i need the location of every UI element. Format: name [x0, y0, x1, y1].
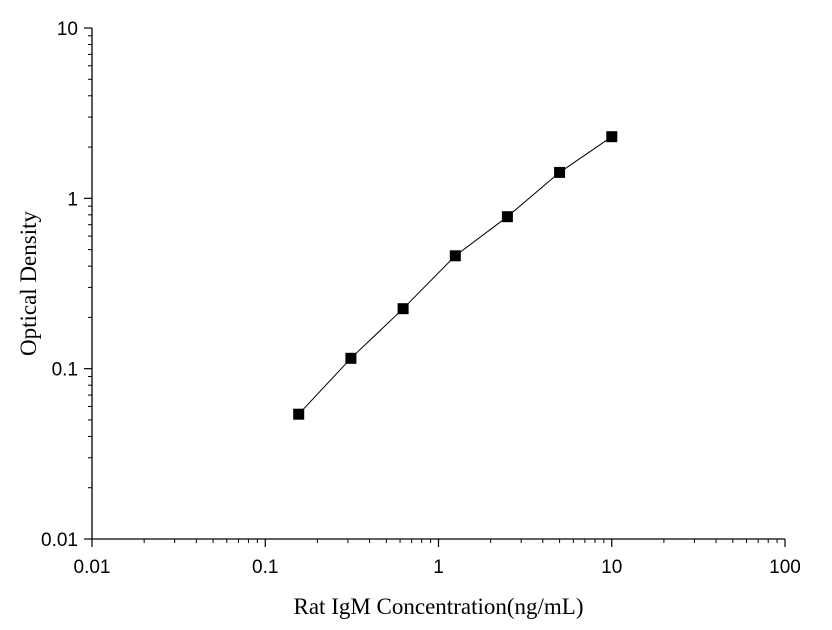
x-tick-label: 10 — [601, 557, 622, 578]
data-point — [449, 250, 461, 262]
y-tick-label: 10 — [57, 19, 78, 40]
y-tick-label: 1 — [67, 189, 78, 210]
ticks — [84, 27, 786, 547]
axes — [91, 28, 785, 540]
x-tick-label: 0.1 — [252, 557, 278, 578]
x-tick-label: 0.01 — [74, 557, 111, 578]
data-point — [501, 211, 513, 223]
data-point — [345, 352, 357, 364]
x-tick-label: 100 — [769, 557, 801, 578]
y-axis-title: Optical Density — [16, 211, 41, 356]
data-point — [293, 408, 305, 420]
y-tick-label: 0.01 — [41, 530, 78, 551]
x-axis-title: Rat IgM Concentration(ng/mL) — [294, 594, 584, 619]
data-point — [397, 303, 409, 315]
y-tick-label: 0.1 — [52, 360, 78, 381]
series-line — [298, 136, 613, 415]
data-series — [293, 131, 618, 420]
data-point — [606, 131, 618, 143]
tick-labels: 0.01 0.1 1 10 100 0.01 0.1 1 10 — [41, 19, 801, 578]
x-tick-label: 1 — [433, 557, 444, 578]
data-point — [554, 166, 566, 178]
